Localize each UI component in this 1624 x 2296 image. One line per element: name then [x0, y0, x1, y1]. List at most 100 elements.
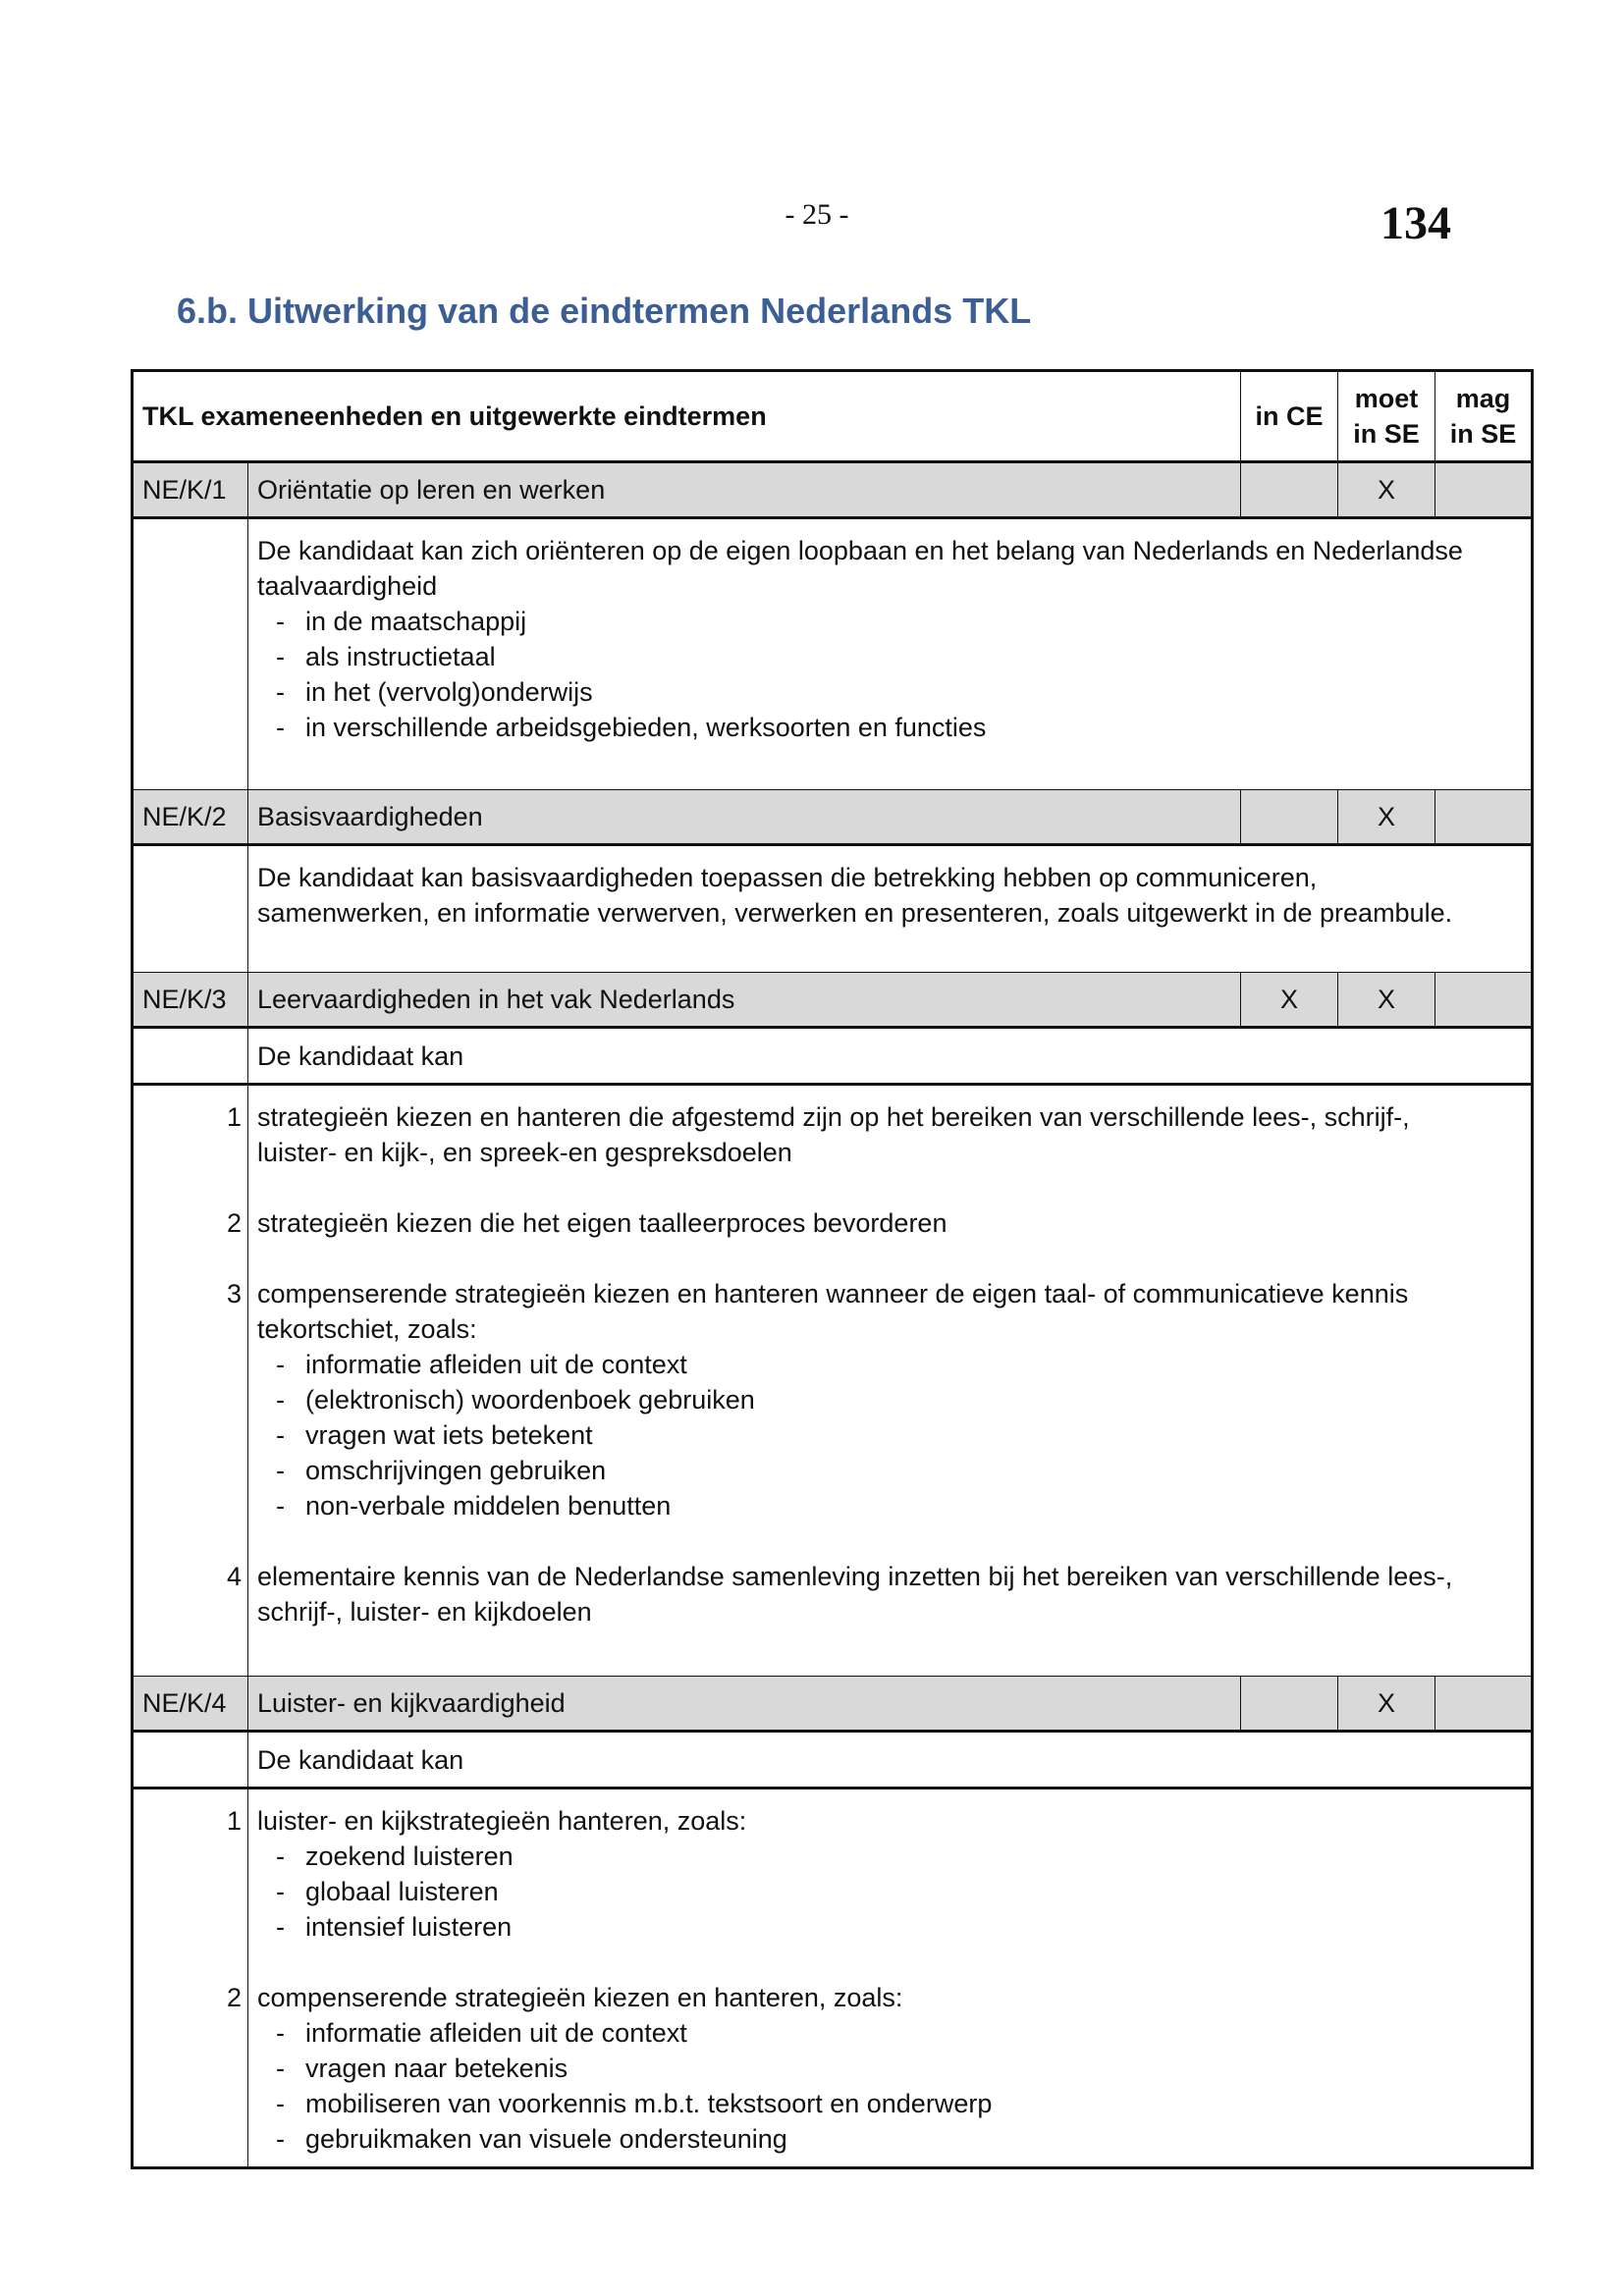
section-code: NE/K/1 [132, 461, 248, 519]
mag-in-se-mark [1435, 789, 1533, 846]
bullet-item: - vragen wat iets betekent [257, 1417, 1531, 1453]
bullet-item: - zoekend luisteren [257, 1839, 1531, 1874]
mag-in-se-mark [1435, 972, 1533, 1029]
spacer [134, 2121, 242, 2157]
spacer [134, 1909, 242, 1945]
stamp-number: 134 [1380, 197, 1451, 249]
section-row: NE/K/4 Luister- en kijkvaardigheid X [132, 1676, 1533, 1733]
dash-bullet-icon: - [276, 1877, 285, 1906]
bullet-text: vragen wat iets betekent [305, 1420, 593, 1450]
page-number: - 25 - [785, 198, 849, 231]
bullet-text: informatie afleiden uit de context [305, 2018, 687, 2048]
item-number: 1 [226, 1806, 242, 1836]
dash-bullet-icon: - [276, 2054, 285, 2083]
dash-bullet-icon: - [276, 677, 285, 707]
section-code: NE/K/3 [132, 972, 248, 1029]
header-line: in CE [1255, 401, 1324, 431]
bullet-text: intensief luisteren [305, 1912, 513, 1942]
dash-bullet-icon: - [276, 1912, 285, 1942]
bullet-item: - in de maatschappij [257, 604, 1531, 639]
spacer [134, 1488, 242, 1523]
content-row: De kandidaat kan basisvaardigheden toepa… [132, 844, 1533, 973]
dash-bullet-icon: - [276, 2089, 285, 2118]
intro-text: De kandidaat kan [247, 1027, 1533, 1086]
header-line: moet [1354, 384, 1419, 413]
item-content: luister- en kijkstrategieën hanteren, zo… [247, 1788, 1533, 2168]
bullet-item: - vragen naar betekenis [257, 2051, 1531, 2086]
bullet-item: - in het (vervolg)onderwijs [257, 674, 1531, 710]
content-row: 1 2 luister- en kijkstrategieën hanteren, … [132, 1788, 1533, 2168]
spacer [134, 1382, 242, 1417]
bullet-item: - globaal luisteren [257, 1874, 1531, 1909]
dash-bullet-icon: - [276, 2018, 285, 2048]
dash-bullet-icon: - [276, 1420, 285, 1450]
bullet-item: - non-verbale middelen benutten [257, 1488, 1531, 1523]
item-text-line: strategieën kiezen en hanteren die afges… [257, 1102, 1410, 1132]
header-line: in SE [1353, 419, 1420, 449]
column-header-in-ce: in CE [1240, 370, 1338, 463]
item-content: De kandidaat kan zich oriënteren op de e… [247, 517, 1533, 790]
section-row: NE/K/1 Oriëntatie op leren en werken X [132, 461, 1533, 519]
item-numbers: 1 2 3 4 [132, 1084, 248, 1677]
spacer [134, 2051, 242, 2086]
spacer [134, 1523, 242, 1559]
bullet-item: - gebruikmaken van visuele ondersteuning [257, 2121, 1531, 2157]
mag-in-se-mark [1435, 1676, 1533, 1733]
intro-row: De kandidaat kan [132, 1027, 1533, 1086]
bullet-text: gebruikmaken van visuele ondersteuning [305, 2124, 787, 2154]
dash-bullet-icon: - [276, 1842, 285, 1871]
dash-bullet-icon: - [276, 1350, 285, 1379]
bullet-text: als instructietaal [305, 642, 496, 671]
item-text-line: tekortschiet, zoals: [257, 1314, 477, 1344]
bullet-item: - informatie afleiden uit de context [257, 2015, 1531, 2051]
bullet-text: informatie afleiden uit de context [305, 1350, 687, 1379]
item-number: 3 [226, 1279, 242, 1308]
intro-row: De kandidaat kan [132, 1731, 1533, 1789]
dash-bullet-icon: - [276, 1456, 285, 1485]
eindtermen-table: TKL exameneenheden en uitgewerkte eindte… [131, 369, 1534, 2169]
spacer [134, 1241, 242, 1276]
dash-bullet-icon: - [276, 642, 285, 671]
section-title: Leervaardigheden in het vak Nederlands [247, 972, 1241, 1029]
spacer [134, 568, 242, 604]
item-number: 2 [226, 1208, 242, 1238]
spacer [134, 1417, 242, 1453]
item-text-line: compenserende strategieën kiezen en hant… [257, 1983, 903, 2012]
bullet-item: - informatie afleiden uit de context [257, 1347, 1531, 1382]
item-content: strategieën kiezen en hanteren die afges… [247, 1084, 1533, 1677]
mag-in-se-mark [1435, 461, 1533, 519]
item-text-line: De kandidaat kan basisvaardigheden toepa… [257, 863, 1318, 892]
item-text-line: strategieën kiezen die het eigen taallee… [257, 1208, 947, 1238]
item-number: 1 [226, 1102, 242, 1132]
item-numbers [132, 844, 248, 973]
bullet-text: omschrijvingen gebruiken [305, 1456, 607, 1485]
spacer [257, 1241, 1531, 1276]
bullet-item: - (elektronisch) woordenboek gebruiken [257, 1382, 1531, 1417]
bullet-text: mobiliseren van voorkennis m.b.t. teksts… [305, 2089, 993, 2118]
item-number: 4 [226, 1562, 242, 1591]
moet-in-se-mark: X [1337, 972, 1435, 1029]
item-number: 2 [226, 1983, 242, 2012]
bullet-text: in de maatschappij [305, 607, 527, 636]
moet-in-se-mark: X [1337, 1676, 1435, 1733]
section-row: NE/K/3 Leervaardigheden in het vak Nederl… [132, 972, 1533, 1029]
spacer [134, 1453, 242, 1488]
intro-text: De kandidaat kan [247, 1731, 1533, 1789]
spacer [134, 860, 242, 895]
bullet-item: - intensief luisteren [257, 1909, 1531, 1945]
item-numbers [132, 517, 248, 790]
spacer [134, 1594, 242, 1629]
bullet-text: globaal luisteren [305, 1877, 499, 1906]
header-line: mag [1455, 384, 1511, 413]
in-ce-mark: X [1240, 972, 1338, 1029]
item-text-line: elementaire kennis van de Nederlandse sa… [257, 1562, 1453, 1591]
section-title: Luister- en kijkvaardigheid [247, 1676, 1241, 1733]
spacer [134, 1135, 242, 1170]
content-row: De kandidaat kan zich oriënteren op de e… [132, 517, 1533, 790]
bullet-text: vragen naar betekenis [305, 2054, 568, 2083]
spacer [134, 1839, 242, 1874]
column-header-eindtermen: TKL exameneenheden en uitgewerkte eindte… [132, 370, 1241, 463]
dash-bullet-icon: - [276, 1491, 285, 1521]
column-header-moet-in-se: moet in SE [1337, 370, 1435, 463]
